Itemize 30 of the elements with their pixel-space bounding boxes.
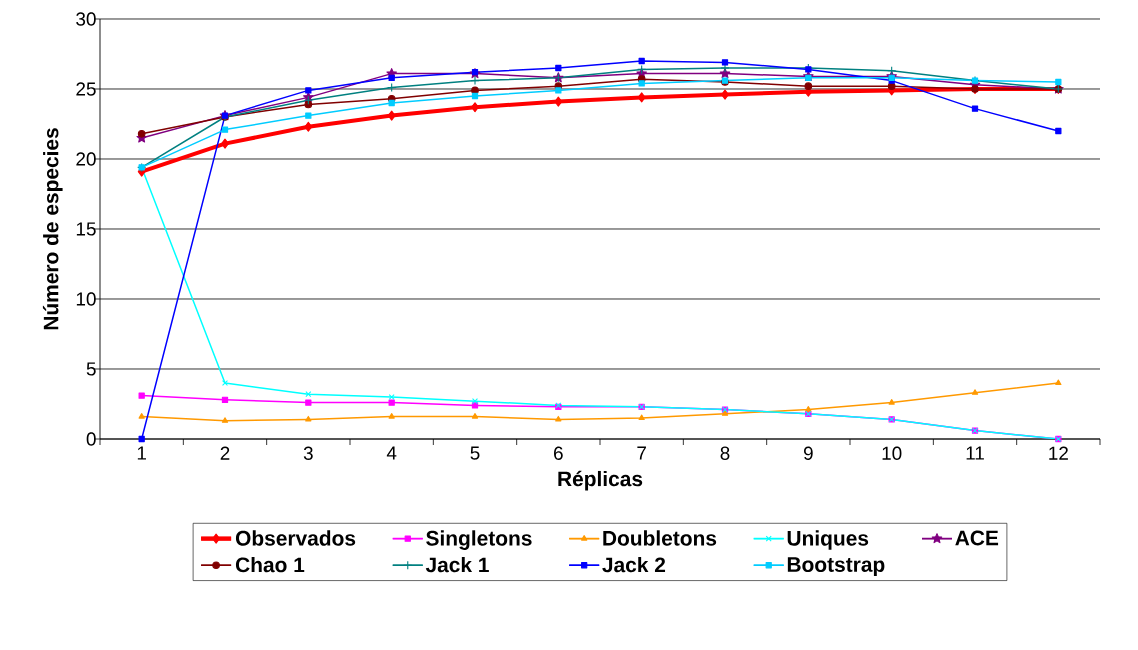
legend-label: Doubletons: [603, 530, 717, 546]
y-tick-label: 15: [76, 222, 96, 236]
x-tick-label: 3: [303, 446, 313, 460]
x-axis-title: Réplicas: [558, 470, 643, 491]
x-tick-label: 1: [137, 446, 146, 460]
legend-label: Bootstrap: [787, 557, 885, 577]
legend-label: Singletons: [426, 530, 532, 550]
y-axis-title: Número de especies: [42, 128, 63, 330]
x-tick-label: 9: [803, 446, 813, 460]
x-tick-label: 8: [720, 446, 730, 460]
legend-label: Jack 2: [602, 556, 666, 573]
x-tick-label: 6: [554, 446, 563, 460]
x-tick-label: 12: [1049, 446, 1068, 460]
y-tick-label: 10: [76, 292, 96, 306]
x-tick-label: 7: [637, 446, 646, 460]
legend-label: Observados: [235, 530, 356, 546]
legend-label: Uniques: [787, 530, 869, 550]
x-tick-label: 4: [386, 446, 397, 460]
x-tick-label: 11: [966, 446, 984, 460]
y-tick-label: 5: [86, 362, 96, 376]
x-tick-label: 2: [220, 446, 230, 460]
x-tick-label: 10: [882, 446, 902, 460]
y-tick-label: 0: [86, 432, 96, 446]
y-tick-label: 30: [76, 12, 96, 26]
y-tick-label: 25: [76, 82, 96, 96]
legend-label: Jack 1: [425, 556, 489, 573]
legend-label: ACE: [955, 530, 999, 546]
x-tick-label: 5: [470, 446, 480, 460]
legend-label: Chao 1: [235, 556, 305, 573]
y-tick-label: 20: [76, 152, 96, 166]
